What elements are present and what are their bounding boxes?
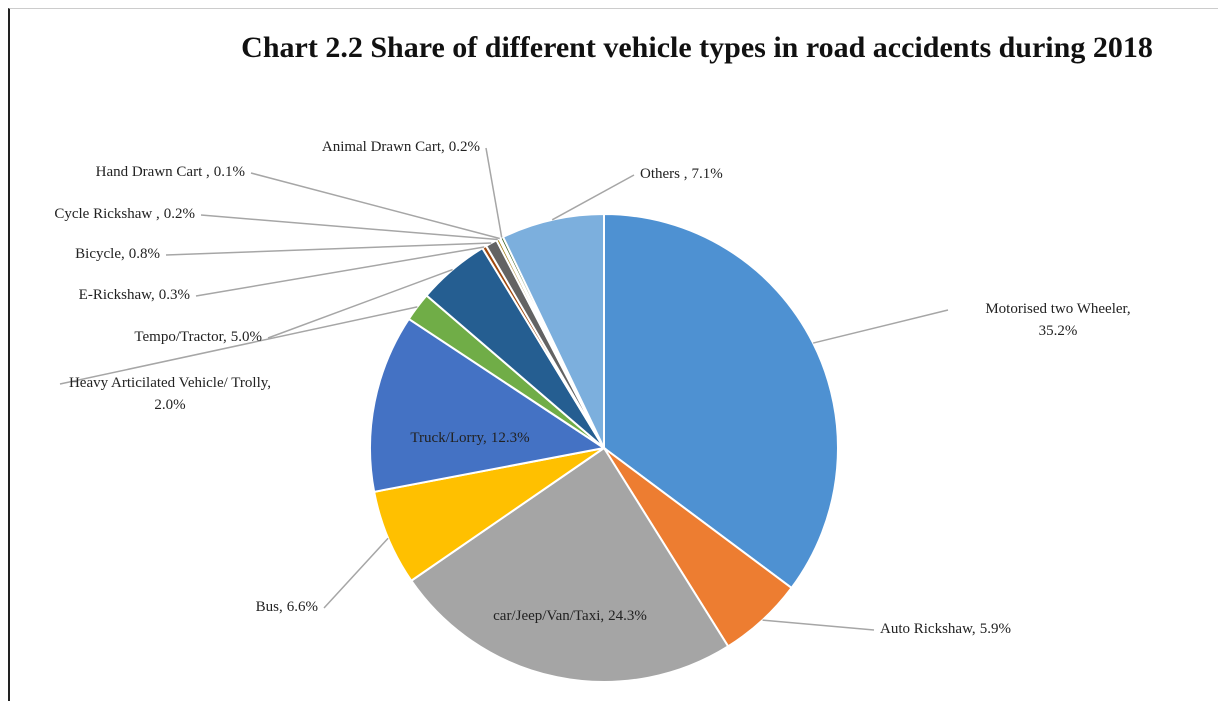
frame (8, 8, 1218, 701)
label-category: Others , (640, 166, 688, 182)
label-value: 12.3% (491, 430, 530, 446)
label-category: Tempo/Tractor, (134, 329, 226, 345)
label-value: 24.3% (608, 608, 647, 624)
label-category: Hand Drawn Cart , (96, 164, 210, 180)
label-category: Truck/Lorry, (410, 430, 486, 446)
label-value: 2.0% (154, 397, 185, 413)
data-label: Truck/Lorry, 12.3% (410, 430, 529, 446)
label-category: Heavy Articilated Vehicle/ Trolly, (69, 375, 271, 391)
leader-line (485, 147, 503, 238)
label-value: 35.2% (1039, 323, 1078, 339)
label-value: 0.1% (214, 164, 245, 180)
label-value: 6.6% (287, 599, 318, 615)
leader-line (762, 619, 875, 631)
label-category: car/Jeep/Van/Taxi, (493, 608, 604, 624)
leader-line (551, 174, 635, 221)
label-value: 5.9% (980, 621, 1011, 637)
label-category: Cycle Rickshaw , (54, 206, 159, 222)
leader-line (195, 246, 485, 297)
pie-slice (369, 317, 607, 494)
leader-line (200, 214, 498, 241)
data-label: Hand Drawn Cart , 0.1% (96, 164, 245, 180)
label-category: Bus, (256, 599, 283, 615)
label-value: 7.1% (692, 166, 723, 182)
label-category: Animal Drawn Cart, (322, 139, 445, 155)
leader-line (812, 309, 949, 344)
label-value: 0.2% (164, 206, 195, 222)
slices (369, 212, 839, 683)
label-value: 0.8% (129, 246, 160, 262)
data-label: Others , 7.1% (640, 166, 723, 182)
data-label: car/Jeep/Van/Taxi, 24.3% (493, 608, 647, 624)
data-label: Bicycle, 0.8% (75, 246, 160, 262)
pie-slice (501, 212, 605, 449)
leader-line (267, 268, 453, 339)
pie-slice (603, 212, 839, 590)
label-value: 0.2% (449, 139, 480, 155)
data-label: Cycle Rickshaw , 0.2% (54, 206, 195, 222)
label-value: 5.0% (231, 329, 262, 345)
label-category: Auto Rickshaw, (880, 621, 976, 637)
leader-line (250, 172, 500, 240)
label-category: Motorised two Wheeler, (985, 301, 1130, 317)
chart-title: Chart 2.2 Share of different vehicle typ… (241, 31, 1153, 64)
data-label: Heavy Articilated Vehicle/ Trolly, 2.0% (69, 375, 271, 413)
data-label: Motorised two Wheeler, 35.2% (985, 301, 1130, 339)
data-label: Auto Rickshaw, 5.9% (880, 621, 1011, 637)
data-label: Bus, 6.6% (256, 599, 318, 615)
label-category: E-Rickshaw, (79, 287, 155, 303)
label-category: Bicycle, (75, 246, 125, 262)
pie-slice (409, 446, 730, 683)
leader-line (59, 306, 418, 385)
leader-line (323, 537, 389, 609)
leader-line (165, 242, 492, 256)
label-value: 0.3% (159, 287, 190, 303)
data-label: E-Rickshaw, 0.3% (79, 287, 190, 303)
data-label: Tempo/Tractor, 5.0% (134, 329, 262, 345)
data-label: Animal Drawn Cart, 0.2% (322, 139, 480, 155)
